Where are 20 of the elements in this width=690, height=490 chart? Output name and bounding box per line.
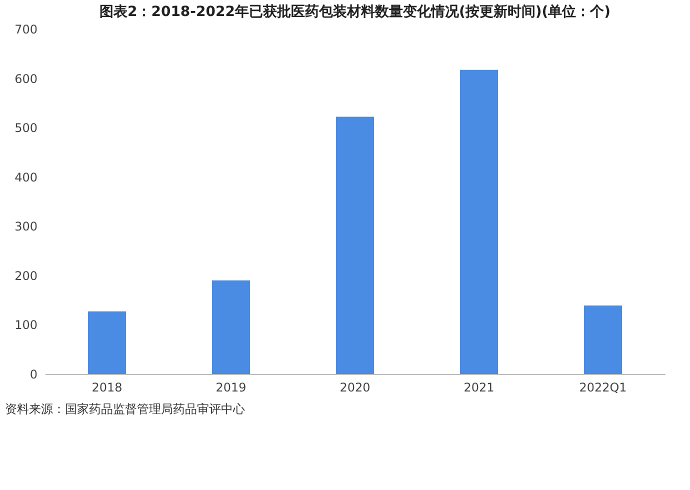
x-tick-label: 2022Q1 <box>579 380 627 394</box>
x-tick-label: 2019 <box>216 380 246 394</box>
y-tick-label: 300 <box>14 220 38 234</box>
y-tick-label: 200 <box>14 268 38 283</box>
x-tick-label: 2018 <box>92 380 122 394</box>
bar <box>88 311 126 374</box>
y-tick-label: 500 <box>14 121 38 136</box>
x-tick-label: 2021 <box>464 380 494 394</box>
y-tick-label: 100 <box>14 318 38 332</box>
bar <box>460 70 498 374</box>
y-tick-label: 0 <box>30 368 38 382</box>
bar <box>212 280 250 374</box>
chart-title: 图表2：2018-2022年已获批医药包装材料数量变化情况(按更新时间)(单位：个) <box>99 3 611 20</box>
x-tick-label: 2020 <box>340 380 370 394</box>
y-tick-label: 400 <box>14 170 38 184</box>
bar <box>584 305 622 374</box>
bar <box>336 116 374 374</box>
y-tick-label: 700 <box>14 22 38 36</box>
text: 资料来源：国家药品监督管理局药品审评中心 <box>5 402 245 416</box>
y-tick-label: 600 <box>14 72 38 86</box>
